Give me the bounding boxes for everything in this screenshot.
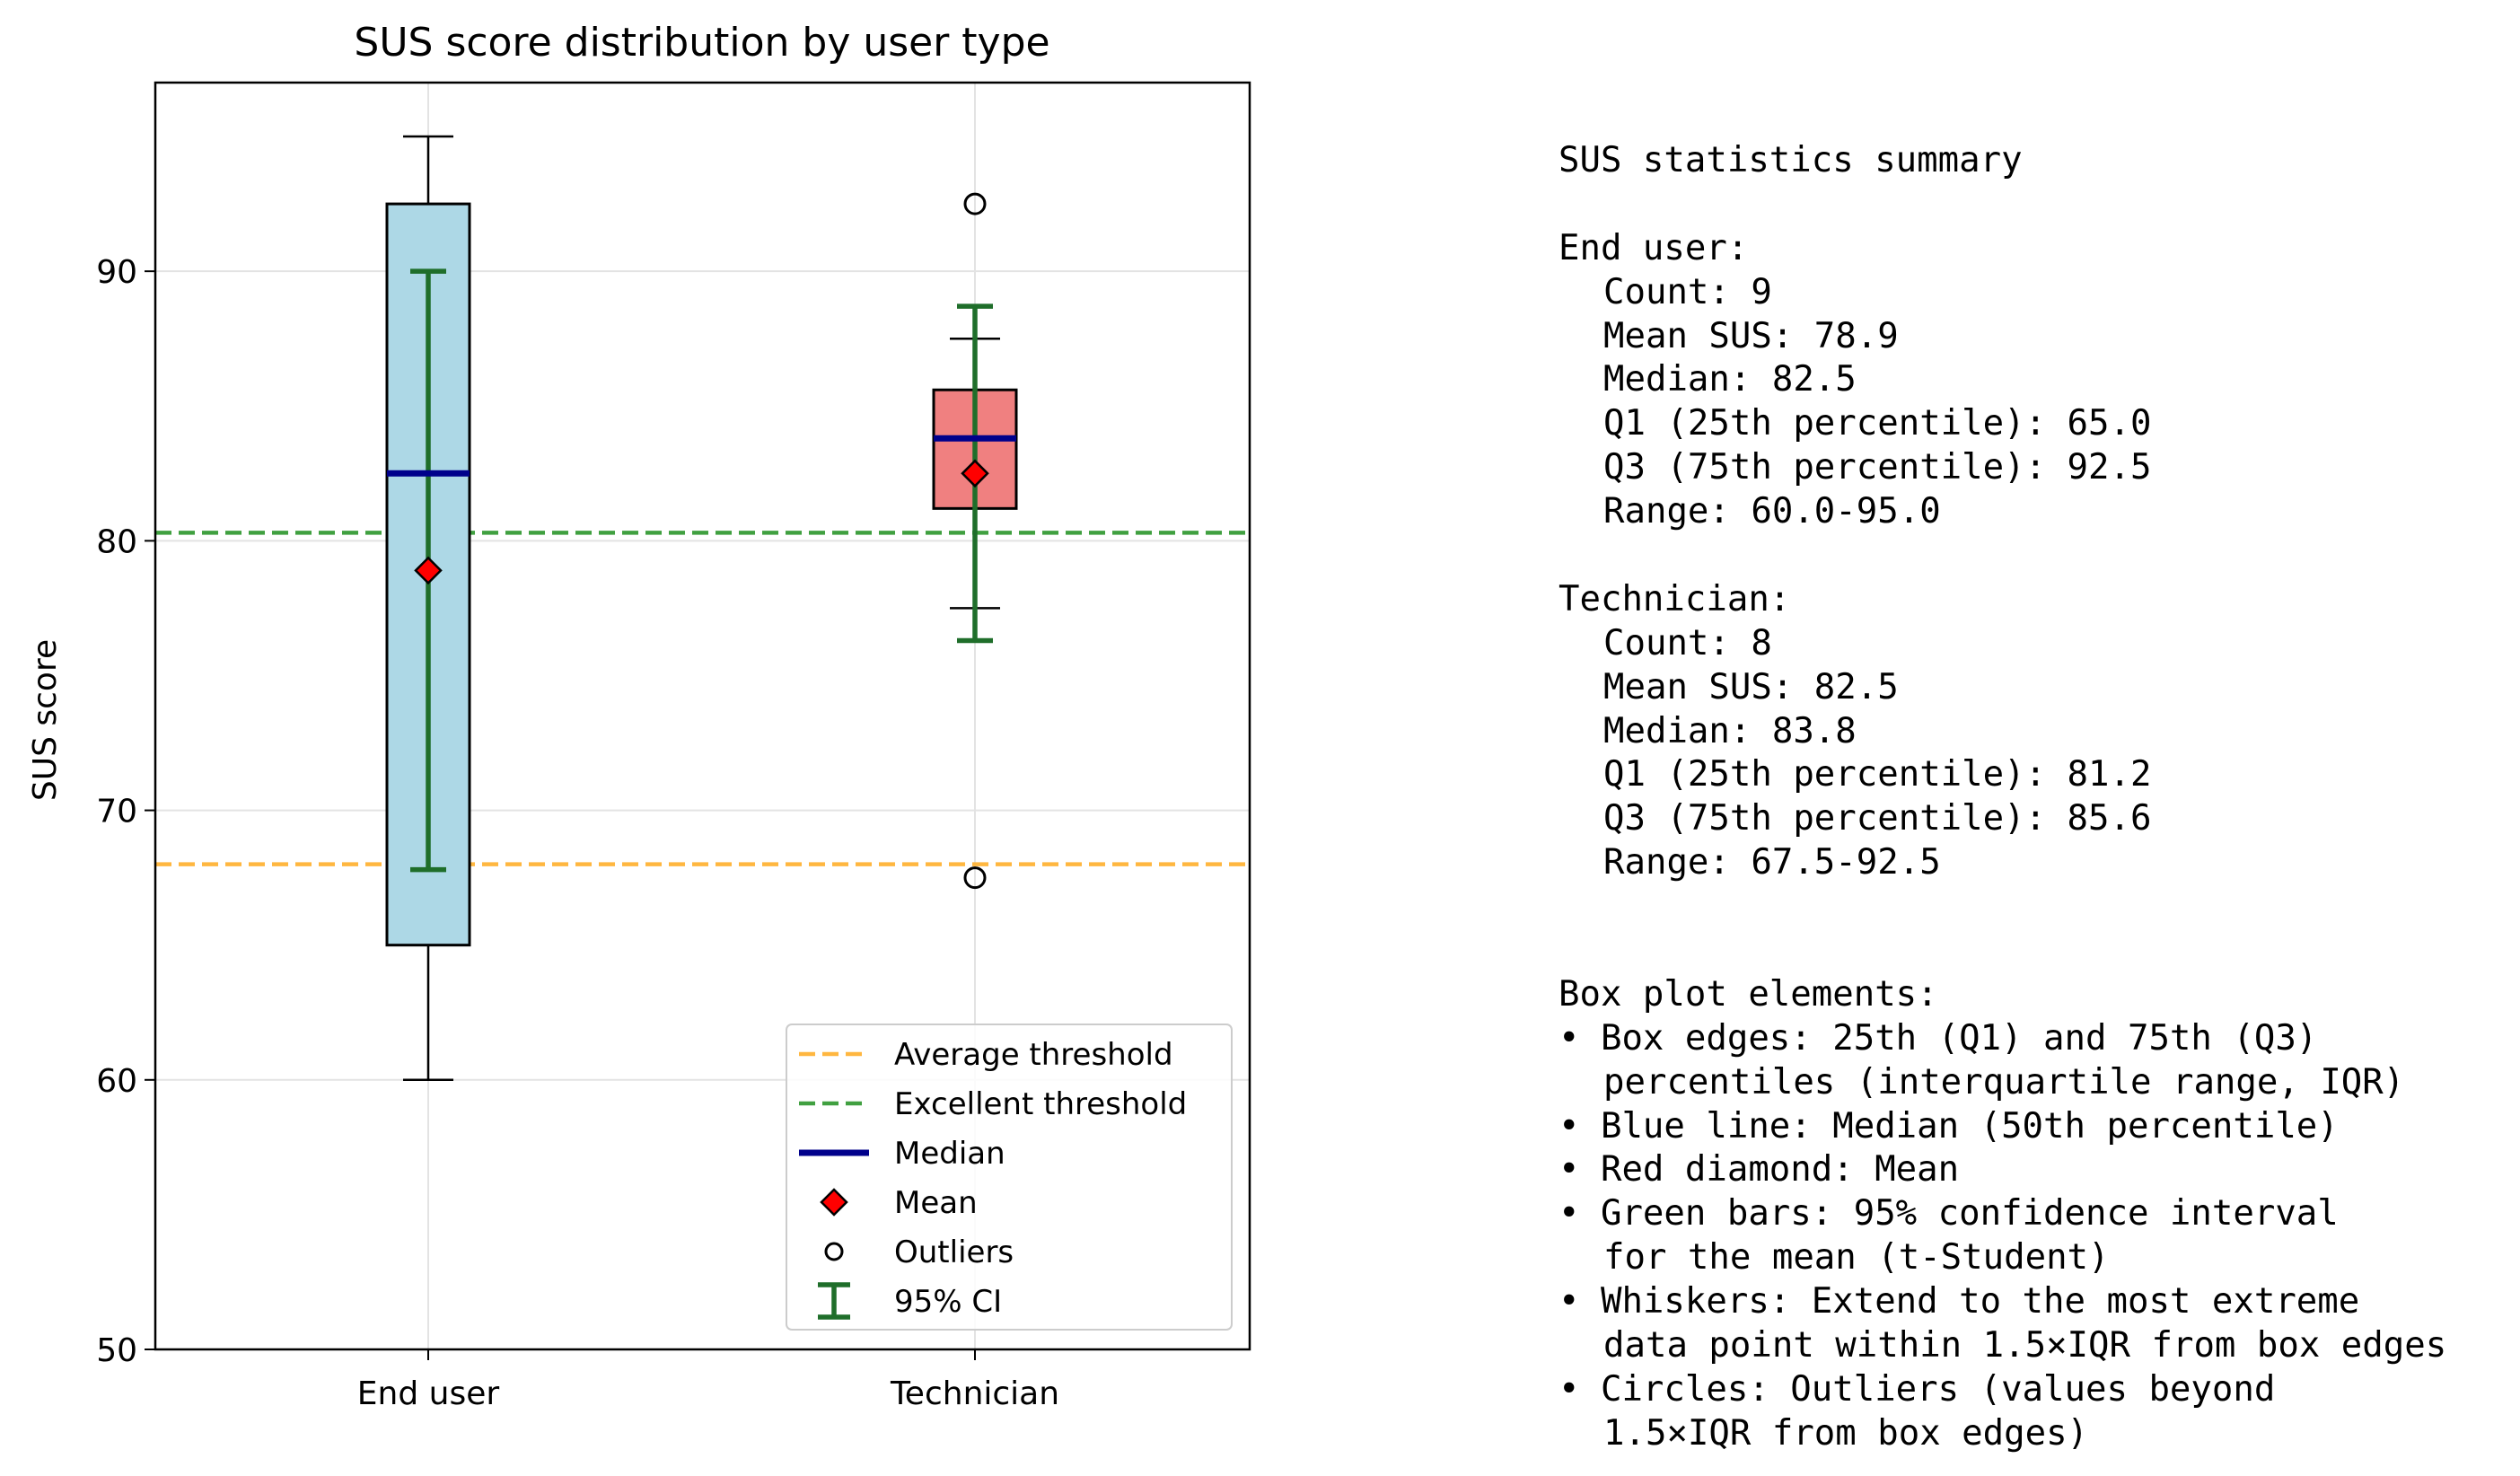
- legend-label: Median: [894, 1136, 1005, 1172]
- y-tick-label: 50: [96, 1332, 137, 1369]
- elements-list-item: • Whiskers: Extend to the most extreme: [1559, 1281, 2360, 1322]
- legend-average-threshold: Average threshold: [799, 1037, 1173, 1073]
- elements-list-item: • Circles: Outliers (values beyond: [1559, 1368, 2276, 1410]
- y-tick-label: 70: [96, 794, 137, 830]
- summary-stat-line: Q3 (75th percentile): 85.6: [1603, 798, 2152, 839]
- legend-outliers: Outliers: [824, 1234, 1014, 1270]
- x-tick-label: End user: [357, 1375, 500, 1412]
- legend-95-ci: 95% CI: [818, 1282, 1002, 1320]
- elements-list-item: data point within 1.5×IQR from box edges: [1603, 1325, 2447, 1366]
- summary-stat-line: Median: 82.5: [1603, 359, 1857, 400]
- elements-list-item: • Box edges: 25th (Q1) and 75th (Q3): [1559, 1017, 2318, 1059]
- summary-stat-line: Count: 9: [1603, 271, 1772, 312]
- legend-label: 95% CI: [894, 1284, 1002, 1320]
- technician-outlier-point: [963, 192, 987, 215]
- technician-outlier-point: [963, 866, 987, 890]
- summary-group-name: Technician:: [1559, 578, 1791, 619]
- summary-stat-line: Range: 60.0-95.0: [1603, 491, 1941, 532]
- technician-mean-marker: [961, 459, 989, 488]
- blank-line: [1559, 885, 2446, 929]
- elements-list-item: • Red diamond: Mean: [1559, 1149, 1960, 1190]
- legend-label: Mean: [894, 1185, 978, 1221]
- summary-stat-line: Q1 (25th percentile): 65.0: [1603, 403, 2152, 444]
- legend-excellent-threshold: Excellent threshold: [799, 1086, 1187, 1122]
- end-user-mean-marker: [414, 556, 443, 585]
- blank-line: [1559, 534, 2446, 578]
- summary-stat-line: Mean SUS: 78.9: [1603, 315, 1899, 356]
- legend-handle: [820, 1188, 848, 1217]
- legend-handle: [824, 1242, 844, 1261]
- summary-stat-line: Count: 8: [1603, 622, 1772, 663]
- summary-group-name: End user:: [1559, 227, 1749, 268]
- y-tick-label: 90: [96, 254, 137, 291]
- y-tick-label: 60: [96, 1063, 137, 1100]
- elements-list-item: for the mean (t-Student): [1603, 1237, 2110, 1278]
- summary-stat-line: Q1 (25th percentile): 81.2: [1603, 754, 2152, 795]
- summary-stat-line: Mean SUS: 82.5: [1603, 666, 1899, 707]
- summary-heading: SUS statistics summary: [1559, 140, 2023, 180]
- legend-label: Outliers: [894, 1234, 1014, 1270]
- elements-heading: Box plot elements:: [1559, 973, 1938, 1015]
- legend-label: Average threshold: [894, 1037, 1173, 1073]
- legend-mean: Mean: [820, 1185, 978, 1221]
- blank-line: [1559, 929, 2446, 973]
- plot-frame: [154, 81, 1251, 1351]
- elements-list-item: • Green bars: 95% confidence interval: [1559, 1193, 2339, 1234]
- summary-stat-line: Median: 83.8: [1603, 710, 1857, 751]
- x-tick-label: Technician: [890, 1375, 1059, 1412]
- chart-title: SUS score distribution by user type: [354, 20, 1049, 66]
- elements-list-item: • Blue line: Median (50th percentile): [1559, 1105, 2339, 1147]
- elements-list-item: 1.5×IQR from box edges): [1603, 1412, 2089, 1454]
- summary-stat-line: Q3 (75th percentile): 92.5: [1603, 447, 2152, 488]
- summary-stat-line: Range: 67.5-92.5: [1603, 842, 1941, 883]
- legend-label: Excellent threshold: [894, 1086, 1187, 1122]
- blank-line: [1559, 183, 2446, 227]
- legend-median: Median: [799, 1136, 1005, 1172]
- elements-list-item: percentiles (interquartile range, IQR): [1603, 1061, 2405, 1103]
- y-axis-label: SUS score: [27, 639, 64, 801]
- legend-box: [786, 1024, 1233, 1331]
- y-tick-label: 80: [96, 523, 137, 560]
